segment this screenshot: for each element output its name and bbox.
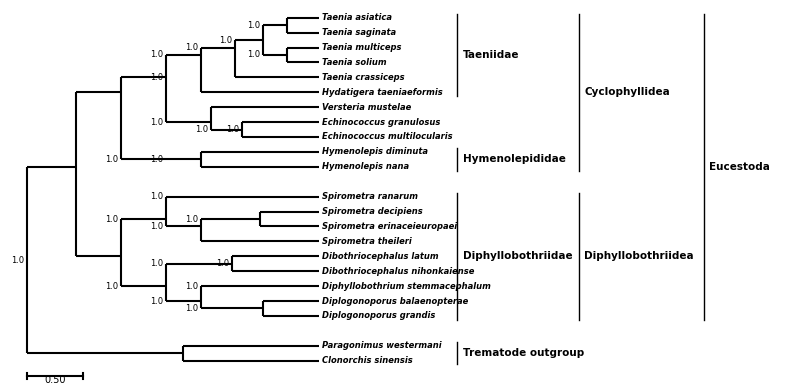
Text: Hymenolepis diminuta: Hymenolepis diminuta [322, 147, 428, 156]
Text: 1.0: 1.0 [184, 214, 198, 224]
Text: 1.0: 1.0 [219, 36, 232, 45]
Text: 1.0: 1.0 [150, 73, 163, 82]
Text: Hymenolepis nana: Hymenolepis nana [322, 162, 409, 171]
Text: 1.0: 1.0 [150, 259, 163, 268]
Text: 1.0: 1.0 [150, 192, 163, 201]
Text: 1.0: 1.0 [195, 125, 208, 134]
Text: Eucestoda: Eucestoda [709, 162, 770, 172]
Text: 1.0: 1.0 [216, 259, 229, 268]
Text: Cyclophyllidea: Cyclophyllidea [584, 87, 670, 97]
Text: Echinococcus multilocularis: Echinococcus multilocularis [322, 132, 452, 142]
Text: Diplogonoporus grandis: Diplogonoporus grandis [322, 312, 435, 320]
Text: 1.0: 1.0 [105, 214, 118, 224]
Text: 1.0: 1.0 [150, 50, 163, 60]
Text: 1.0: 1.0 [226, 125, 240, 134]
Text: Trematode outgroup: Trematode outgroup [463, 348, 584, 358]
Text: 1.0: 1.0 [105, 155, 118, 164]
Text: Spirometra erinaceieuropaei: Spirometra erinaceieuropaei [322, 222, 457, 231]
Text: 0.50: 0.50 [44, 375, 65, 385]
Text: Diphyllobothriidae: Diphyllobothriidae [463, 251, 572, 261]
Text: 1.0: 1.0 [150, 222, 163, 231]
Text: 1.0: 1.0 [184, 43, 198, 52]
Text: 1.0: 1.0 [184, 304, 198, 313]
Text: 1.0: 1.0 [247, 21, 260, 30]
Text: 1.0: 1.0 [184, 282, 198, 291]
Text: Dibothriocephalus latum: Dibothriocephalus latum [322, 252, 439, 261]
Text: 1.0: 1.0 [105, 282, 118, 291]
Text: Taeniidae: Taeniidae [463, 50, 519, 60]
Text: Diphyllobothriidea: Diphyllobothriidea [584, 251, 694, 261]
Text: Diplogonoporus balaenopterae: Diplogonoporus balaenopterae [322, 296, 468, 305]
Text: Hymenolepididae: Hymenolepididae [463, 154, 566, 164]
Text: Echinococcus granulosus: Echinococcus granulosus [322, 118, 440, 127]
Text: Dibothriocephalus nihonkaiense: Dibothriocephalus nihonkaiense [322, 267, 474, 276]
Text: Hydatigera taeniaeformis: Hydatigera taeniaeformis [322, 88, 443, 97]
Text: Versteria mustelae: Versteria mustelae [322, 103, 411, 112]
Text: Spirometra ranarum: Spirometra ranarum [322, 192, 418, 201]
Text: 1.0: 1.0 [150, 155, 163, 164]
Text: 1.0: 1.0 [150, 118, 163, 127]
Text: Taenia saginata: Taenia saginata [322, 28, 396, 37]
Text: Clonorchis sinensis: Clonorchis sinensis [322, 356, 413, 365]
Text: Taenia multiceps: Taenia multiceps [322, 43, 401, 52]
Text: Paragonimus westermani: Paragonimus westermani [322, 341, 441, 350]
Text: Spirometra theileri: Spirometra theileri [322, 237, 411, 246]
Text: Spirometra decipiens: Spirometra decipiens [322, 207, 422, 216]
Text: 1.0: 1.0 [11, 255, 24, 265]
Text: 1.0: 1.0 [150, 296, 163, 305]
Text: Taenia crassiceps: Taenia crassiceps [322, 73, 404, 82]
Text: Taenia asiatica: Taenia asiatica [322, 13, 392, 22]
Text: 1.0: 1.0 [247, 50, 260, 60]
Text: Diphyllobothrium stemmacephalum: Diphyllobothrium stemmacephalum [322, 282, 491, 291]
Text: Taenia solium: Taenia solium [322, 58, 387, 67]
